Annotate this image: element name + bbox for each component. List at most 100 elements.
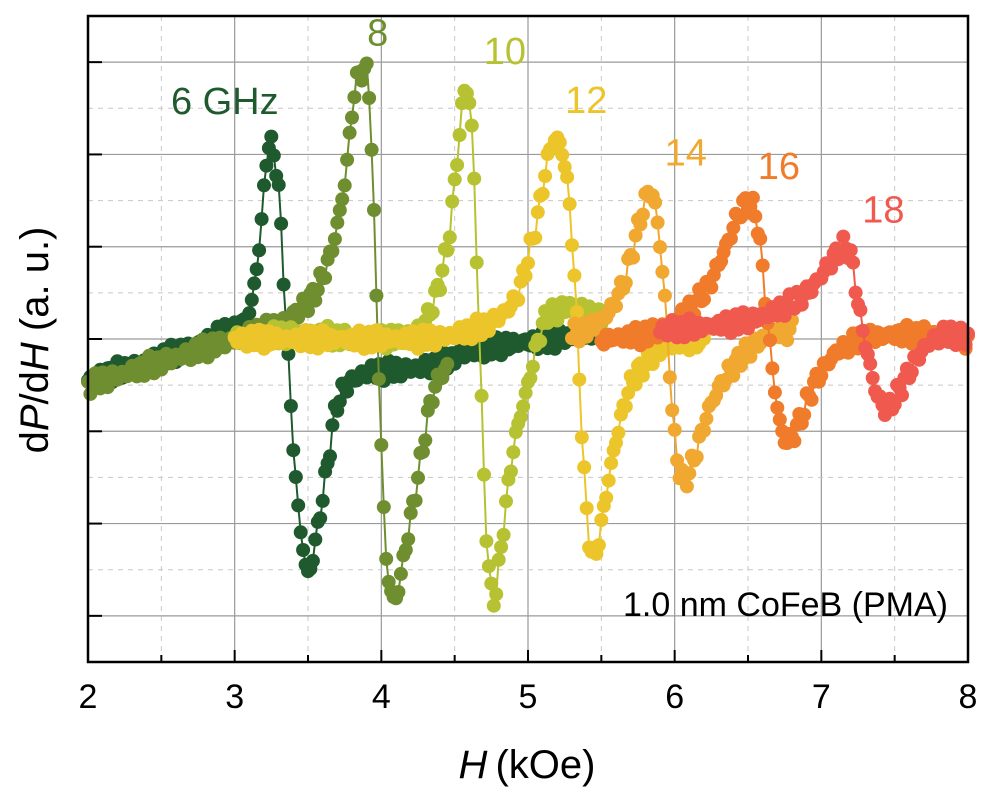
y-axis-title-part: H xyxy=(13,342,57,371)
data-point xyxy=(565,238,579,253)
data-point xyxy=(442,230,457,245)
data-point xyxy=(467,171,482,186)
data-point xyxy=(538,169,553,183)
data-point xyxy=(359,56,374,71)
data-point xyxy=(327,232,342,247)
data-point xyxy=(464,118,479,133)
data-point xyxy=(528,230,543,245)
data-point xyxy=(450,158,465,172)
data-point xyxy=(484,576,499,591)
data-point xyxy=(305,553,320,568)
data-point xyxy=(667,422,682,437)
data-point xyxy=(887,397,902,412)
data-point xyxy=(318,270,333,285)
data-point xyxy=(462,96,477,110)
sample-annotation: 1.0 nm CoFeB (PMA) xyxy=(623,586,948,624)
data-point xyxy=(814,368,829,383)
data-point xyxy=(254,212,269,227)
data-point xyxy=(264,129,279,144)
series-14 xyxy=(565,184,799,494)
data-point xyxy=(415,444,430,459)
series-18 xyxy=(653,229,975,422)
data-point xyxy=(836,229,851,244)
data-point xyxy=(843,243,858,258)
data-point xyxy=(244,292,259,307)
data-point xyxy=(765,361,780,376)
series-labels: 6 GHz 8 10 12 14 16 18 xyxy=(171,12,905,231)
data-point xyxy=(562,197,577,211)
data-point xyxy=(257,178,271,193)
data-point xyxy=(770,400,785,415)
data-point xyxy=(772,412,787,427)
data-point xyxy=(653,240,667,255)
series-label: 12 xyxy=(565,80,607,122)
data-point xyxy=(425,395,440,410)
data-point xyxy=(491,552,506,567)
data-point xyxy=(523,371,538,386)
data-point xyxy=(337,178,352,193)
data-point xyxy=(371,372,386,387)
data-point xyxy=(804,392,819,407)
data-point xyxy=(474,388,489,403)
data-point xyxy=(697,423,711,438)
data-point xyxy=(288,470,303,484)
data-point xyxy=(325,244,340,259)
data-point xyxy=(315,493,330,508)
data-point xyxy=(249,262,264,277)
data-point xyxy=(689,450,704,464)
y-axis-title-part: d xyxy=(13,431,57,453)
data-point xyxy=(330,215,345,230)
data-point xyxy=(525,359,540,374)
data-point xyxy=(506,445,521,460)
data-point xyxy=(726,368,741,383)
data-point xyxy=(530,205,545,220)
data-point xyxy=(577,460,592,475)
data-point xyxy=(354,73,369,88)
data-point xyxy=(374,438,389,452)
data-point xyxy=(618,275,633,290)
data-point xyxy=(618,399,633,414)
x-tick-label: 7 xyxy=(812,678,831,716)
series-label: 16 xyxy=(758,146,800,188)
data-point xyxy=(572,372,587,387)
data-point xyxy=(379,551,394,566)
data-point xyxy=(904,365,919,379)
data-point xyxy=(655,264,670,279)
data-point xyxy=(780,333,795,348)
data-point xyxy=(308,532,323,547)
data-point xyxy=(569,305,584,319)
data-series-group xyxy=(81,56,975,613)
data-point xyxy=(755,258,770,273)
data-point xyxy=(594,513,609,527)
data-point xyxy=(665,403,680,418)
data-point xyxy=(574,430,589,445)
data-point xyxy=(367,203,381,217)
x-tick-label: 4 xyxy=(372,678,391,716)
data-point xyxy=(340,384,355,399)
x-axis-title-symbol: H xyxy=(459,743,488,787)
data-point xyxy=(479,534,494,549)
data-point xyxy=(408,493,423,508)
data-point xyxy=(293,525,308,540)
y-axis-title-part: (a. u.) xyxy=(13,227,57,343)
data-point xyxy=(301,304,315,319)
data-point xyxy=(447,172,462,187)
data-point xyxy=(391,585,406,599)
data-point xyxy=(521,256,535,271)
data-point xyxy=(604,456,619,471)
data-point xyxy=(846,255,861,270)
data-point xyxy=(767,385,782,400)
data-point xyxy=(853,303,868,318)
data-point xyxy=(247,276,262,291)
data-point xyxy=(332,203,347,218)
data-point xyxy=(259,158,274,173)
data-point xyxy=(745,190,760,205)
data-point xyxy=(591,538,606,553)
data-point xyxy=(335,192,350,207)
data-point xyxy=(425,305,440,320)
data-point xyxy=(440,356,455,371)
data-point xyxy=(516,399,531,414)
data-point xyxy=(626,250,641,265)
data-point xyxy=(452,128,467,142)
